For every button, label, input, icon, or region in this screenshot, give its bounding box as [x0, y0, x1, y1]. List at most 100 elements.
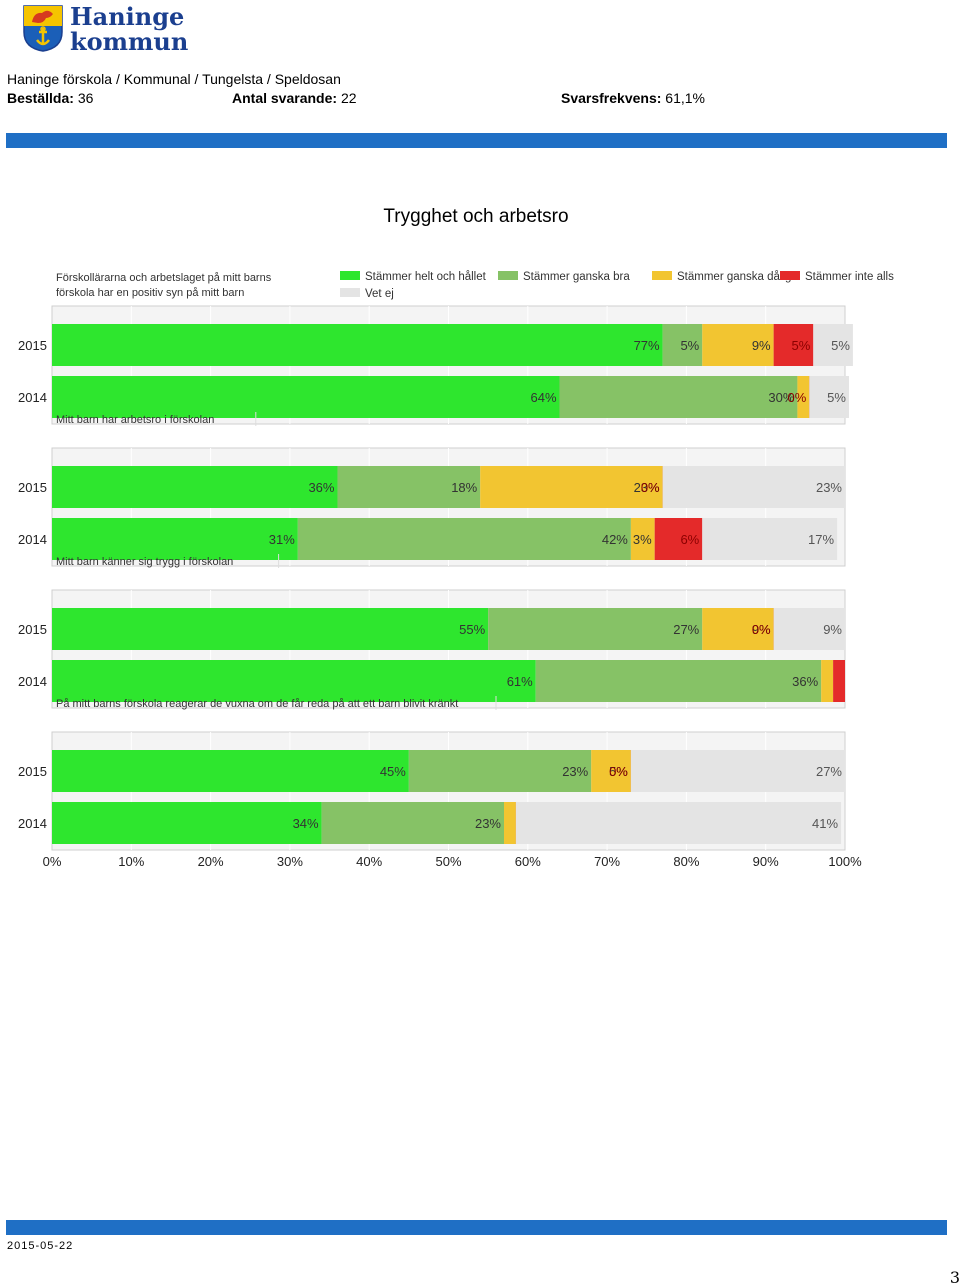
data-label: 30% — [768, 390, 794, 405]
bar-segment — [52, 608, 489, 650]
x-tick-label: 0% — [43, 854, 62, 869]
year-label: 2014 — [18, 816, 47, 831]
data-label: 3% — [633, 532, 652, 547]
legend-swatch — [340, 271, 360, 280]
footer-date: 2015-05-22 — [7, 1240, 74, 1252]
year-label: 2014 — [18, 390, 47, 405]
year-label: 2015 — [18, 764, 47, 779]
bar-segment — [535, 660, 822, 702]
bar-segment — [809, 376, 849, 418]
data-label: 31% — [269, 532, 295, 547]
page-title: Trygghet och arbetsro — [383, 206, 569, 227]
data-label: 5% — [831, 338, 850, 353]
bar-segment — [662, 466, 845, 508]
data-label: 0% — [788, 390, 807, 405]
data-label: 23% — [562, 764, 588, 779]
data-label: 0% — [641, 480, 660, 495]
data-label: 64% — [530, 390, 556, 405]
legend-label: Stämmer helt och hållet — [365, 271, 487, 283]
data-label: 45% — [380, 764, 406, 779]
bar-segment — [52, 518, 298, 560]
data-label: 0% — [752, 622, 771, 637]
year-label: 2014 — [18, 674, 47, 689]
legend-label: Vet ej — [365, 288, 394, 300]
data-label: 42% — [602, 532, 628, 547]
bar-segment — [654, 518, 703, 560]
bar-segment — [833, 660, 845, 702]
respondents-value: 22 — [340, 90, 357, 106]
x-tick-label: 70% — [594, 854, 620, 869]
x-tick-label: 90% — [753, 854, 779, 869]
data-label: 23% — [816, 480, 842, 495]
bar-segment — [662, 324, 703, 366]
data-label: 23% — [475, 816, 501, 831]
ordered-label: Beställda: — [7, 90, 74, 106]
bar-segment — [52, 324, 663, 366]
bar-segment — [52, 466, 338, 508]
bar-segment — [702, 518, 838, 560]
year-label: 2015 — [18, 338, 47, 353]
bar-segment — [630, 518, 655, 560]
breadcrumb: Haninge förskola / Kommunal / Tungelsta … — [7, 71, 341, 87]
x-tick-label: 100% — [828, 854, 862, 869]
ordered-stat: Beställda: 36 — [7, 90, 93, 106]
year-label: 2014 — [18, 532, 47, 547]
bar-segment — [821, 660, 834, 702]
data-label: 27% — [673, 622, 699, 637]
bar-segment — [773, 324, 814, 366]
bar-segment — [702, 324, 774, 366]
data-label: 36% — [308, 480, 334, 495]
bar-segment — [337, 466, 481, 508]
bar-segment — [515, 802, 842, 844]
data-label: 77% — [634, 338, 660, 353]
stacked-bar-chart: Stämmer helt och hållet Stämmer ganska br… — [18, 271, 894, 869]
bar-segment — [52, 376, 560, 418]
bar-segment — [559, 376, 798, 418]
legend-label: Stämmer inte alls — [805, 271, 894, 283]
ordered-value: 36 — [77, 90, 94, 106]
bar-segment — [773, 608, 845, 650]
haninge-logo — [22, 4, 64, 57]
x-tick-label: 20% — [198, 854, 224, 869]
bar-segment — [702, 608, 774, 650]
data-label: 9% — [752, 622, 771, 637]
response-rate-value: 61,1% — [665, 90, 705, 106]
x-tick-label: 40% — [356, 854, 382, 869]
data-label: 36% — [792, 674, 818, 689]
question-label: På mitt barns förskola reagerar de vuxna… — [56, 698, 458, 710]
legend-label: Stämmer ganska bra — [523, 271, 630, 283]
bar-segment — [408, 750, 592, 792]
response-rate-stat: Svarsfrekvens: 61,1% — [561, 90, 705, 106]
data-label: 5% — [791, 338, 810, 353]
legend-swatch — [652, 271, 672, 280]
bar-segment — [630, 750, 845, 792]
bar-segment — [504, 802, 516, 844]
bar-segment — [321, 802, 505, 844]
logo-line-2: kommun — [70, 27, 189, 56]
bar-segment — [591, 750, 631, 792]
bar-segment — [813, 324, 853, 366]
data-label: 41% — [812, 816, 838, 831]
page-number: 3 — [949, 1268, 960, 1287]
question-label: Mitt barn känner sig trygg i förskolan — [56, 556, 233, 568]
legend-swatch — [498, 271, 518, 280]
data-label: 5% — [609, 764, 628, 779]
header-divider-bar — [6, 133, 947, 148]
response-rate-label: Svarsfrekvens: — [561, 90, 662, 106]
data-label: 0% — [609, 764, 628, 779]
data-label: 6% — [680, 532, 699, 547]
data-label: 34% — [293, 816, 319, 831]
question-label: Förskollärarna och arbetslaget på mitt b… — [56, 272, 272, 284]
x-tick-label: 30% — [277, 854, 303, 869]
bar-segment — [297, 518, 631, 560]
data-label: 55% — [459, 622, 485, 637]
bar-segment — [52, 802, 322, 844]
respondents-stat: Antal svarande: 22 — [232, 90, 357, 106]
data-label: 27% — [816, 764, 842, 779]
bar-segment — [797, 376, 810, 418]
legend-label: Stämmer ganska dåligt — [677, 271, 795, 283]
data-label: 17% — [808, 532, 834, 547]
coat-of-arms-icon — [23, 5, 63, 52]
data-label: 9% — [752, 338, 771, 353]
question-label: förskola har en positiv syn på mitt barn — [56, 287, 244, 299]
